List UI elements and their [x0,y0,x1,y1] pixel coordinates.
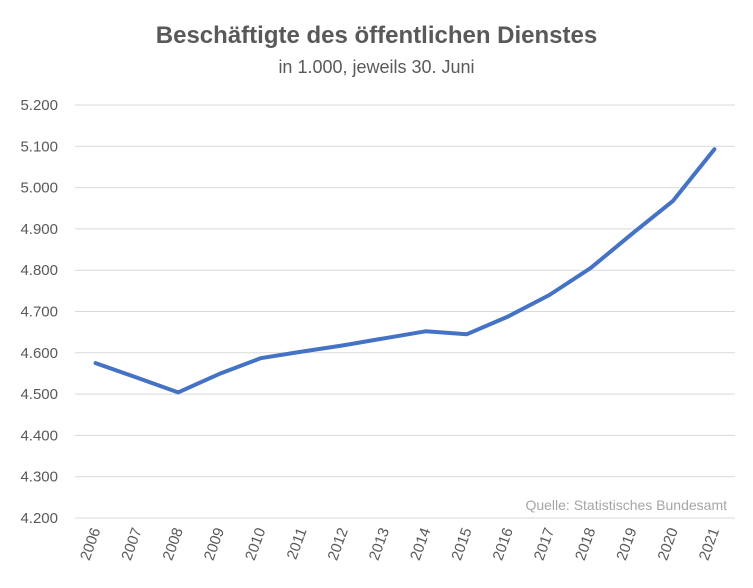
x-tick-label: 2008 [159,526,186,563]
x-tick-label: 2012 [324,526,351,563]
y-tick-label: 5.100 [20,138,58,155]
y-tick-label: 4.500 [20,386,58,403]
x-tick-label: 2007 [118,526,145,563]
chart-title: Beschäftigte des öffentlichen Dienstes [155,22,598,49]
x-tick-label: 2013 [366,526,393,563]
y-tick-label: 4.700 [20,304,58,321]
y-tick-label: 4.200 [20,510,58,527]
x-tick-label: 2015 [448,526,475,563]
x-tick-label: 2011 [284,526,311,562]
grid-lines [75,104,735,519]
source-note: Quelle: Statistisches Bundesamt [525,497,727,513]
series-line [93,147,717,395]
x-tick-label: 2009 [201,526,228,563]
x-tick-label: 2018 [572,526,599,563]
y-tick-label: 4.400 [20,427,58,444]
x-tick-label: 2014 [407,526,434,563]
x-axis-ticks: 2006 2007 2008 2009 2010 2011 2012 2013 2014 2015… [77,526,723,563]
x-tick-label: 2017 [531,526,558,563]
y-tick-label: 4.600 [20,345,58,362]
series-layer [93,147,717,395]
chart-subtitle: in 1.000, jeweils 30. Juni [278,57,475,77]
y-axis-ticks: 4.200 4.300 4.400 4.500 4.600 4.700 4.800 4.900… [20,97,58,527]
y-tick-label: 4.900 [20,221,58,238]
y-tick-label: 5.200 [20,97,58,114]
y-tick-label: 4.800 [20,262,58,279]
y-tick-label: 4.300 [20,469,58,486]
x-tick-label: 2021 [696,526,723,563]
x-tick-label: 2019 [613,526,640,563]
x-tick-label: 2020 [654,526,681,563]
y-tick-label: 5.000 [20,180,58,197]
x-tick-label: 2016 [489,526,516,563]
x-tick-label: 2006 [77,526,104,563]
x-tick-label: 2010 [242,526,269,563]
